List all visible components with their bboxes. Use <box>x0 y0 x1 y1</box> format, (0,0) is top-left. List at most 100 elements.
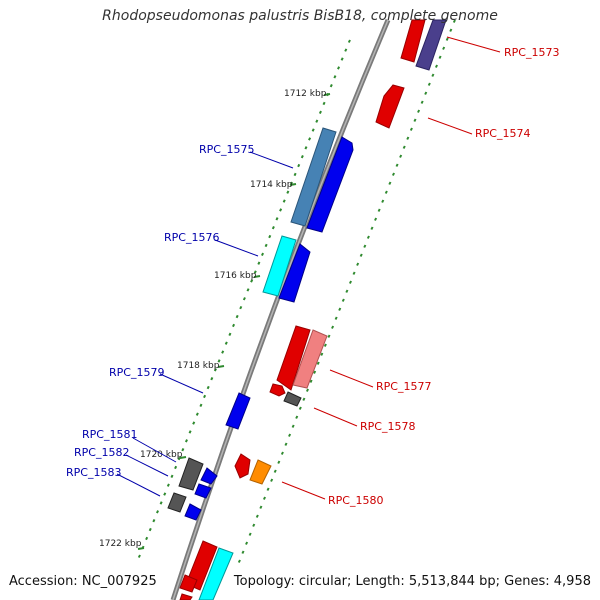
minor-tick <box>145 536 149 541</box>
gene-rpc-1582[interactable] <box>194 483 212 499</box>
tick-track-inner <box>137 39 351 558</box>
gene-features <box>167 19 447 600</box>
gene-rpc-1579[interactable] <box>225 392 251 430</box>
genome-backbone-highlight <box>172 19 389 600</box>
minor-tick <box>322 101 326 106</box>
minor-tick <box>381 199 385 203</box>
gene-rpc-1577-small[interactable] <box>269 383 286 397</box>
genome-backbone <box>170 19 391 600</box>
minor-tick <box>300 154 304 159</box>
label-leaders <box>116 36 501 500</box>
gene-label-rpc-1580[interactable]: RPC_1580 <box>328 494 383 507</box>
gene-rpc-1575-steel[interactable] <box>290 127 337 227</box>
gene-rpc-1583-blue[interactable] <box>184 503 202 521</box>
gene-label-rpc-1573[interactable]: RPC_1573 <box>504 46 559 59</box>
gene-label-rpc-1575[interactable]: RPC_1575 <box>199 143 254 156</box>
gene-rpc-1581-blue[interactable] <box>200 467 218 485</box>
minor-tick <box>192 421 196 425</box>
gene-bottom-small[interactable] <box>179 593 193 600</box>
gene-label-rpc-1574[interactable]: RPC_1574 <box>475 127 530 140</box>
minor-tick <box>304 146 308 150</box>
gene-label-rpc-1581[interactable]: RPC_1581 <box>82 428 137 441</box>
minor-tick <box>261 252 265 257</box>
gene-rpc-1576-cyan[interactable] <box>262 235 297 297</box>
gene-label-rpc-1576[interactable]: RPC_1576 <box>164 231 219 244</box>
gene-rpc-1573-red[interactable] <box>400 19 426 63</box>
gene-rpc-1575-blue[interactable] <box>306 136 354 233</box>
kbp-label: 1714 kbp <box>250 180 293 190</box>
minor-tick <box>221 350 225 354</box>
minor-tick <box>232 323 236 328</box>
minor-tick <box>266 487 270 491</box>
minor-tick <box>452 19 456 23</box>
minor-tick <box>282 199 286 203</box>
gene-bottom-red-2[interactable] <box>179 574 198 593</box>
major-tick <box>179 456 187 459</box>
minor-tick <box>438 55 442 59</box>
gene-rpc-1574[interactable] <box>375 84 405 129</box>
minor-tick <box>406 136 410 140</box>
gene-rpc-1581-grey[interactable] <box>178 457 204 491</box>
minor-tick <box>359 253 363 257</box>
gene-bottom-red[interactable] <box>185 540 218 591</box>
minor-tick <box>279 208 283 212</box>
minor-tick <box>195 412 199 416</box>
minor-tick <box>264 243 268 248</box>
minor-tick <box>250 279 254 283</box>
minor-tick <box>356 262 360 266</box>
minor-tick <box>199 403 203 407</box>
kbp-label: 1722 kbp <box>99 539 142 549</box>
minor-tick <box>340 57 344 61</box>
gene-label-rpc-1577[interactable]: RPC_1577 <box>376 380 431 393</box>
minor-tick <box>395 163 399 167</box>
tick-track-outer <box>237 19 456 563</box>
gene-bottom-cyan[interactable] <box>198 547 234 600</box>
minor-tick <box>188 430 192 434</box>
gene-rpc-1577-red[interactable] <box>276 325 311 391</box>
minor-tick <box>352 271 356 275</box>
minor-tick <box>181 448 185 452</box>
major-tick <box>253 275 261 278</box>
gene-label-rpc-1582[interactable]: RPC_1582 <box>74 446 129 459</box>
minor-tick <box>163 492 167 496</box>
minor-tick <box>246 288 250 292</box>
gene-label-rpc-1578[interactable]: RPC_1578 <box>360 420 415 433</box>
minor-tick <box>295 415 299 419</box>
gene-rpc-1583-grey[interactable] <box>167 492 187 513</box>
gene-rpc-1576-blue[interactable] <box>278 243 311 303</box>
kbp-scale: 1712 kbp 1714 kbp 1716 kbp 1718 kbp 1720… <box>99 89 331 550</box>
gene-label-rpc-1583[interactable]: RPC_1583 <box>66 466 121 479</box>
minor-tick <box>252 523 256 527</box>
minor-tick <box>273 469 277 473</box>
gene-rpc-1577-pink[interactable] <box>292 329 328 389</box>
minor-tick <box>268 234 272 239</box>
gene-rpc-1580-red[interactable] <box>234 453 251 479</box>
minor-tick <box>402 145 406 149</box>
minor-tick <box>309 379 313 383</box>
minor-tick <box>275 217 279 221</box>
minor-tick <box>409 127 413 131</box>
gene-label-rpc-1579[interactable]: RPC_1579 <box>109 366 164 379</box>
minor-tick <box>420 100 424 104</box>
accession-text: Accession: NC_007925 <box>9 574 157 589</box>
minor-tick <box>434 64 438 68</box>
major-tick <box>137 547 145 550</box>
minor-tick <box>449 28 453 32</box>
leader-rpc-1577 <box>329 369 374 388</box>
minor-tick <box>318 110 322 114</box>
gene-rpc-1573-purple[interactable] <box>415 19 447 71</box>
minor-tick <box>137 554 141 558</box>
minor-tick <box>255 514 259 518</box>
minor-tick <box>237 559 241 563</box>
minor-tick <box>370 226 374 230</box>
gene-rpc-1580-orange[interactable] <box>249 459 272 485</box>
minor-tick <box>177 456 181 461</box>
kbp-label: 1718 kbp <box>177 361 220 371</box>
minor-tick <box>248 532 252 536</box>
topology-text: Topology: circular; Length: 5,513,844 bp… <box>233 574 591 589</box>
gene-rpc-1578[interactable] <box>283 391 302 407</box>
minor-tick <box>291 424 295 428</box>
minor-tick <box>348 280 352 284</box>
minor-tick <box>413 118 417 122</box>
kbp-label: 1716 kbp <box>214 271 257 281</box>
